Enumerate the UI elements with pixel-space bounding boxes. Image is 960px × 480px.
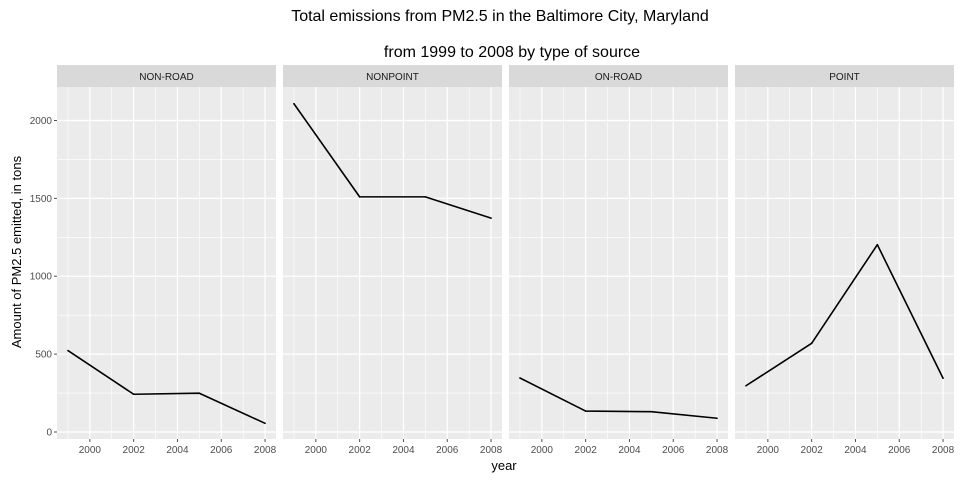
data-point: [584, 410, 587, 412]
facet-strip-label: ON-ROAD: [595, 72, 642, 83]
data-point: [358, 196, 361, 198]
data-point: [650, 410, 653, 413]
facet-strip-label: NONPOINT: [366, 72, 419, 83]
y-axis-title: Amount of PM2.5 emitted, in tons: [9, 155, 24, 348]
facet-strip-label: NON-ROAD: [139, 72, 193, 83]
data-point: [132, 393, 135, 396]
x-tick-label: 2000: [79, 445, 102, 456]
y-tick-label: 0: [46, 427, 52, 438]
x-tick-label: 2002: [575, 445, 598, 456]
x-tick-label: 2006: [662, 445, 685, 456]
facet-strip: [509, 65, 728, 87]
x-tick-label: 2006: [888, 445, 911, 456]
data-point: [67, 349, 69, 352]
data-point: [293, 102, 295, 105]
data-point: [876, 243, 879, 246]
x-tick-label: 2006: [436, 445, 459, 456]
facet-panel-background: [735, 87, 954, 439]
y-tick-label: 1500: [30, 194, 53, 205]
x-tick-label: 2000: [531, 445, 554, 456]
x-tick-label: 2000: [305, 445, 328, 456]
x-tick-label: 2004: [392, 445, 415, 456]
facet-panel-background: [283, 87, 502, 439]
chart-title-line-1: Total emissions from PM2.5 in the Baltim…: [291, 8, 709, 25]
data-point: [198, 392, 201, 395]
x-tick-label: 2008: [254, 445, 277, 456]
chart-title-line-2: from 1999 to 2008 by type of source: [384, 44, 640, 61]
x-tick-label: 2004: [844, 445, 867, 456]
data-point: [942, 377, 944, 380]
data-point: [745, 384, 747, 387]
facet-on-road: ON-ROAD 2000 2002 2004 2006 2008: [509, 65, 729, 456]
data-point: [264, 422, 266, 425]
x-tick-label: 2002: [123, 445, 146, 456]
facet-strip: [57, 65, 276, 87]
y-axis: 0 500 1000 1500 2000: [30, 116, 57, 438]
y-tick-label: 1000: [30, 272, 53, 283]
x-tick-label: 2006: [210, 445, 233, 456]
x-tick-label: 2000: [757, 445, 780, 456]
series-line: [745, 243, 944, 387]
data-point: [490, 217, 492, 219]
series-line: [67, 349, 266, 425]
data-point: [424, 196, 427, 198]
x-axis-title: year: [491, 458, 517, 473]
facet-panel-background: [509, 87, 728, 439]
facet-point: POINT 2000 2002 2004 2006 2008: [735, 65, 955, 456]
facet-strip: [735, 65, 954, 87]
x-tick-label: 2002: [801, 445, 824, 456]
x-tick-label: 2008: [706, 445, 729, 456]
facet-strip: [283, 65, 502, 87]
facet-panels: NON-ROAD 2000 2002 2004 2006 2008 NONPOINT 2000…: [57, 65, 955, 456]
y-tick-label: 500: [35, 350, 52, 361]
facet-strip-label: POINT: [829, 72, 860, 83]
x-tick-label: 2008: [480, 445, 503, 456]
x-tick-label: 2008: [932, 445, 955, 456]
facet-nonpoint: NONPOINT 2000 2002 2004 2006 2008: [283, 65, 503, 456]
x-tick-label: 2004: [166, 445, 189, 456]
facet-panel-background: [57, 87, 276, 439]
facet-non-road: NON-ROAD 2000 2002 2004 2006 2008: [57, 65, 277, 456]
x-tick-label: 2004: [618, 445, 641, 456]
x-tick-label: 2002: [349, 445, 372, 456]
data-point: [810, 342, 813, 345]
series-line: [293, 103, 492, 219]
data-point: [716, 417, 718, 420]
y-tick-label: 2000: [30, 116, 53, 127]
series-line: [519, 377, 718, 420]
data-point: [519, 377, 521, 379]
